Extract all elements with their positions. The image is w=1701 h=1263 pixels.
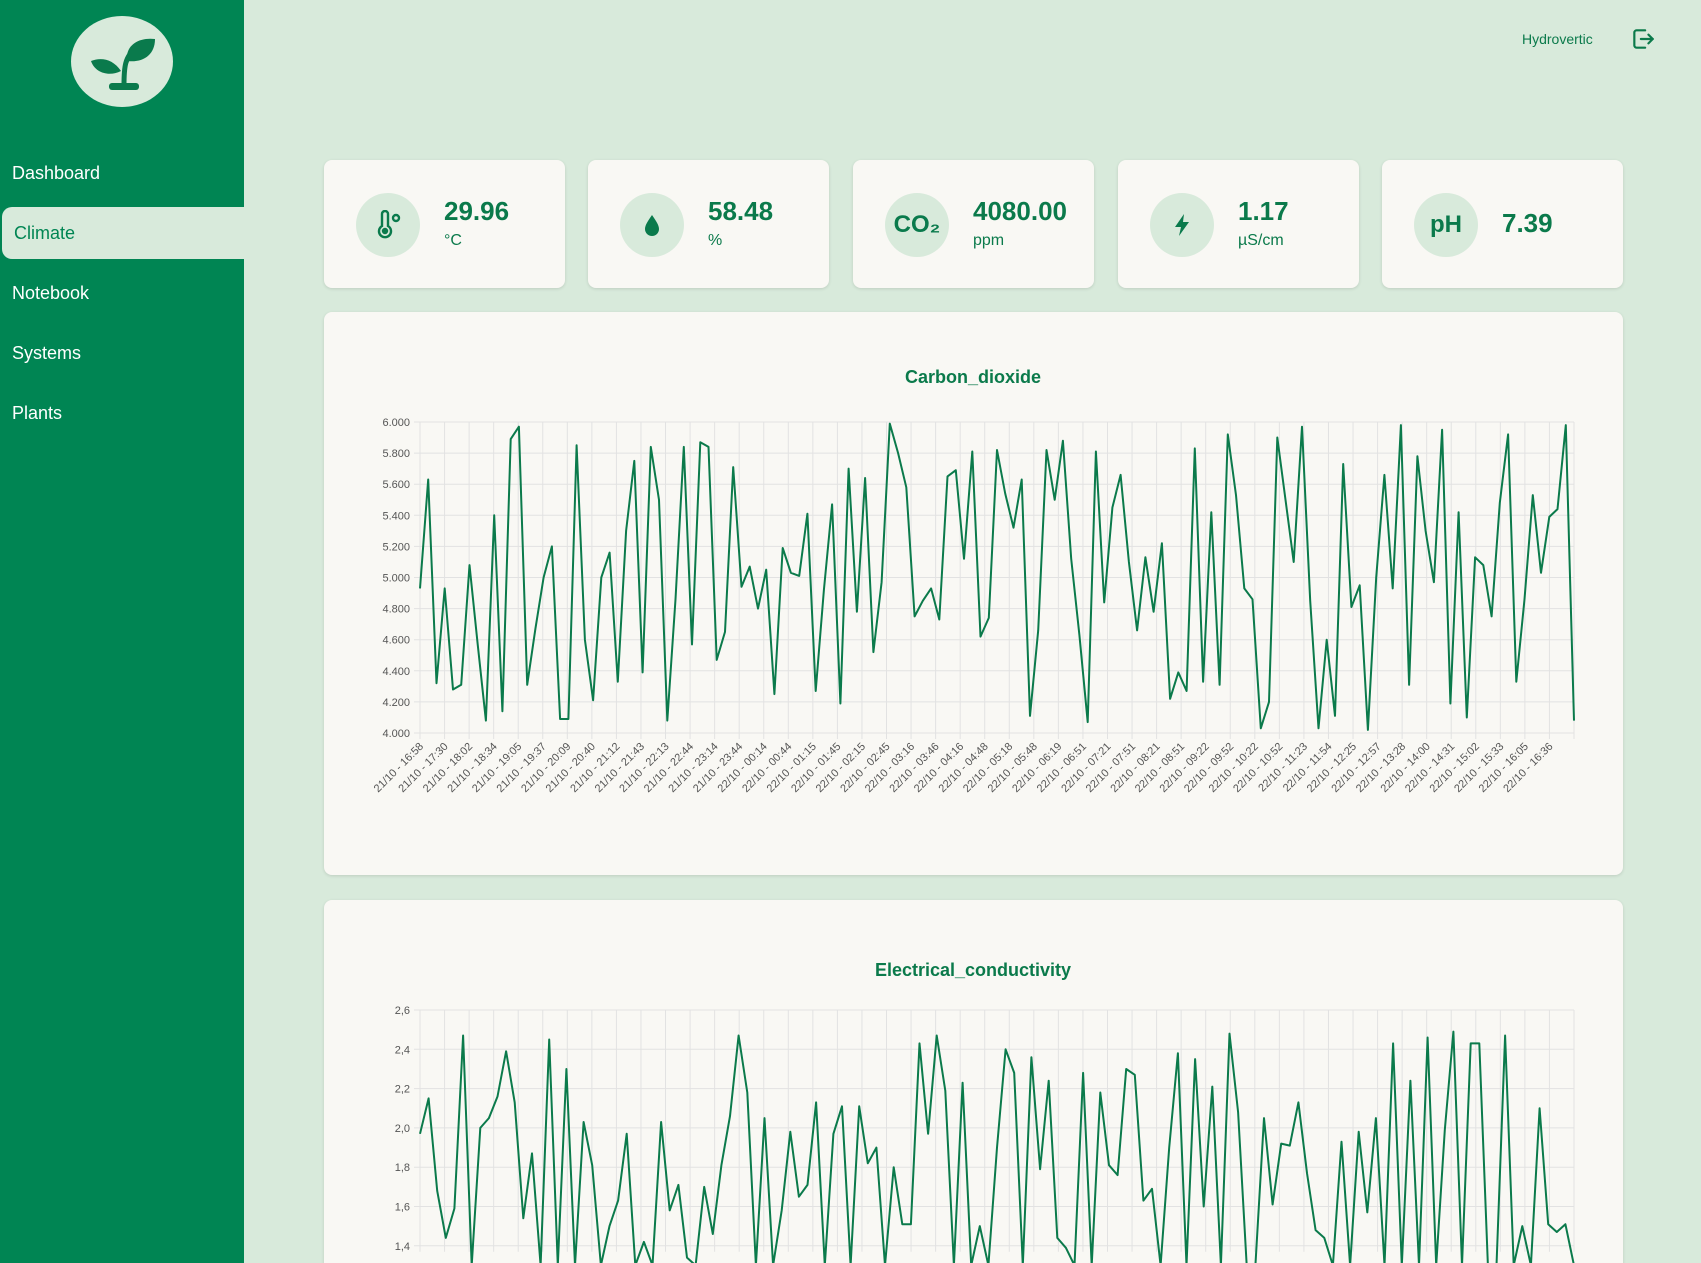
humidity-value: 58.48 [708,196,774,226]
chart-title: Electrical_conductivity [875,960,1071,980]
y-tick-label: 4.600 [382,635,410,647]
y-tick-label: 4.400 [382,666,410,678]
co2-card: CO₂ 4080.00 ppm [853,160,1094,288]
temperature-value: 29.96 [444,196,510,226]
y-tick-label: 2,2 [395,1084,410,1096]
co2-icon: CO₂ [885,193,949,257]
y-tick-label: 2,0 [395,1123,410,1135]
data-series-line [419,1030,1575,1263]
conductivity-value: 1.17 [1238,196,1289,226]
y-tick-label: 5.800 [382,448,410,460]
co2-icon-text: CO₂ [893,211,941,238]
conductivity-card: 1.17 µS/cm [1118,160,1359,288]
y-tick-label: 2,6 [395,1005,410,1017]
y-tick-label: 4.000 [382,728,410,740]
y-tick-label: 5.200 [382,541,410,553]
lightning-icon [1150,193,1214,257]
humidity-unit: % [708,232,723,249]
temperature-unit: °C [444,232,462,249]
water-drop-icon [620,193,684,257]
ph-icon: pH [1414,193,1478,257]
y-tick-label: 5.600 [382,479,410,491]
co2-chart-card: Carbon_dioxide 6.000 5.800 5.600 5.400 5.200 5… [324,312,1623,875]
co2-value: 4080.00 [973,196,1067,226]
logout-icon[interactable] [1630,26,1656,52]
co2-chart: Carbon_dioxide 6.000 5.800 5.600 5.400 5.200 5… [372,367,1575,795]
sidebar: Dashboard Climate Notebook Systems Plant… [0,0,244,1263]
y-tick-label: 2,4 [395,1044,410,1056]
ph-card: pH 7.39 [1382,160,1623,288]
y-tick-label: 6.000 [382,417,410,429]
temperature-card: 29.96 °C [324,160,565,288]
chart-title: Carbon_dioxide [905,367,1041,387]
data-series-line [419,422,1575,731]
y-tick-label: 4.200 [382,697,410,709]
y-tick-label: 1,4 [395,1241,410,1253]
sidebar-item-systems[interactable]: Systems [12,342,82,363]
user-name-link[interactable]: Hydrovertic [1522,31,1593,47]
sidebar-item-notebook[interactable]: Notebook [12,282,90,303]
thermometer-icon [356,193,420,257]
conductivity-chart-card: Electrical_conductivity 2,6 2,4 2,2 2,0 1,8 1,… [324,900,1623,1263]
plant-logo-icon[interactable] [71,16,173,107]
ph-icon-text: pH [1430,211,1462,238]
ph-value: 7.39 [1502,208,1553,238]
humidity-card: 58.48 % [588,160,829,288]
y-tick-label: 5.000 [382,573,410,585]
sidebar-item-dashboard[interactable]: Dashboard [12,162,101,183]
y-tick-label: 1,6 [395,1202,410,1214]
co2-unit: ppm [973,232,1005,249]
sidebar-item-plants[interactable]: Plants [12,402,63,423]
y-tick-label: 1,8 [395,1162,410,1174]
sidebar-item-climate[interactable]: Climate [2,207,244,259]
conductivity-chart: Electrical_conductivity 2,6 2,4 2,2 2,0 1,8 1,… [395,960,1575,1263]
y-tick-label: 4.800 [382,604,410,616]
conductivity-unit: µS/cm [1238,232,1284,249]
y-tick-label: 5.400 [382,510,410,522]
